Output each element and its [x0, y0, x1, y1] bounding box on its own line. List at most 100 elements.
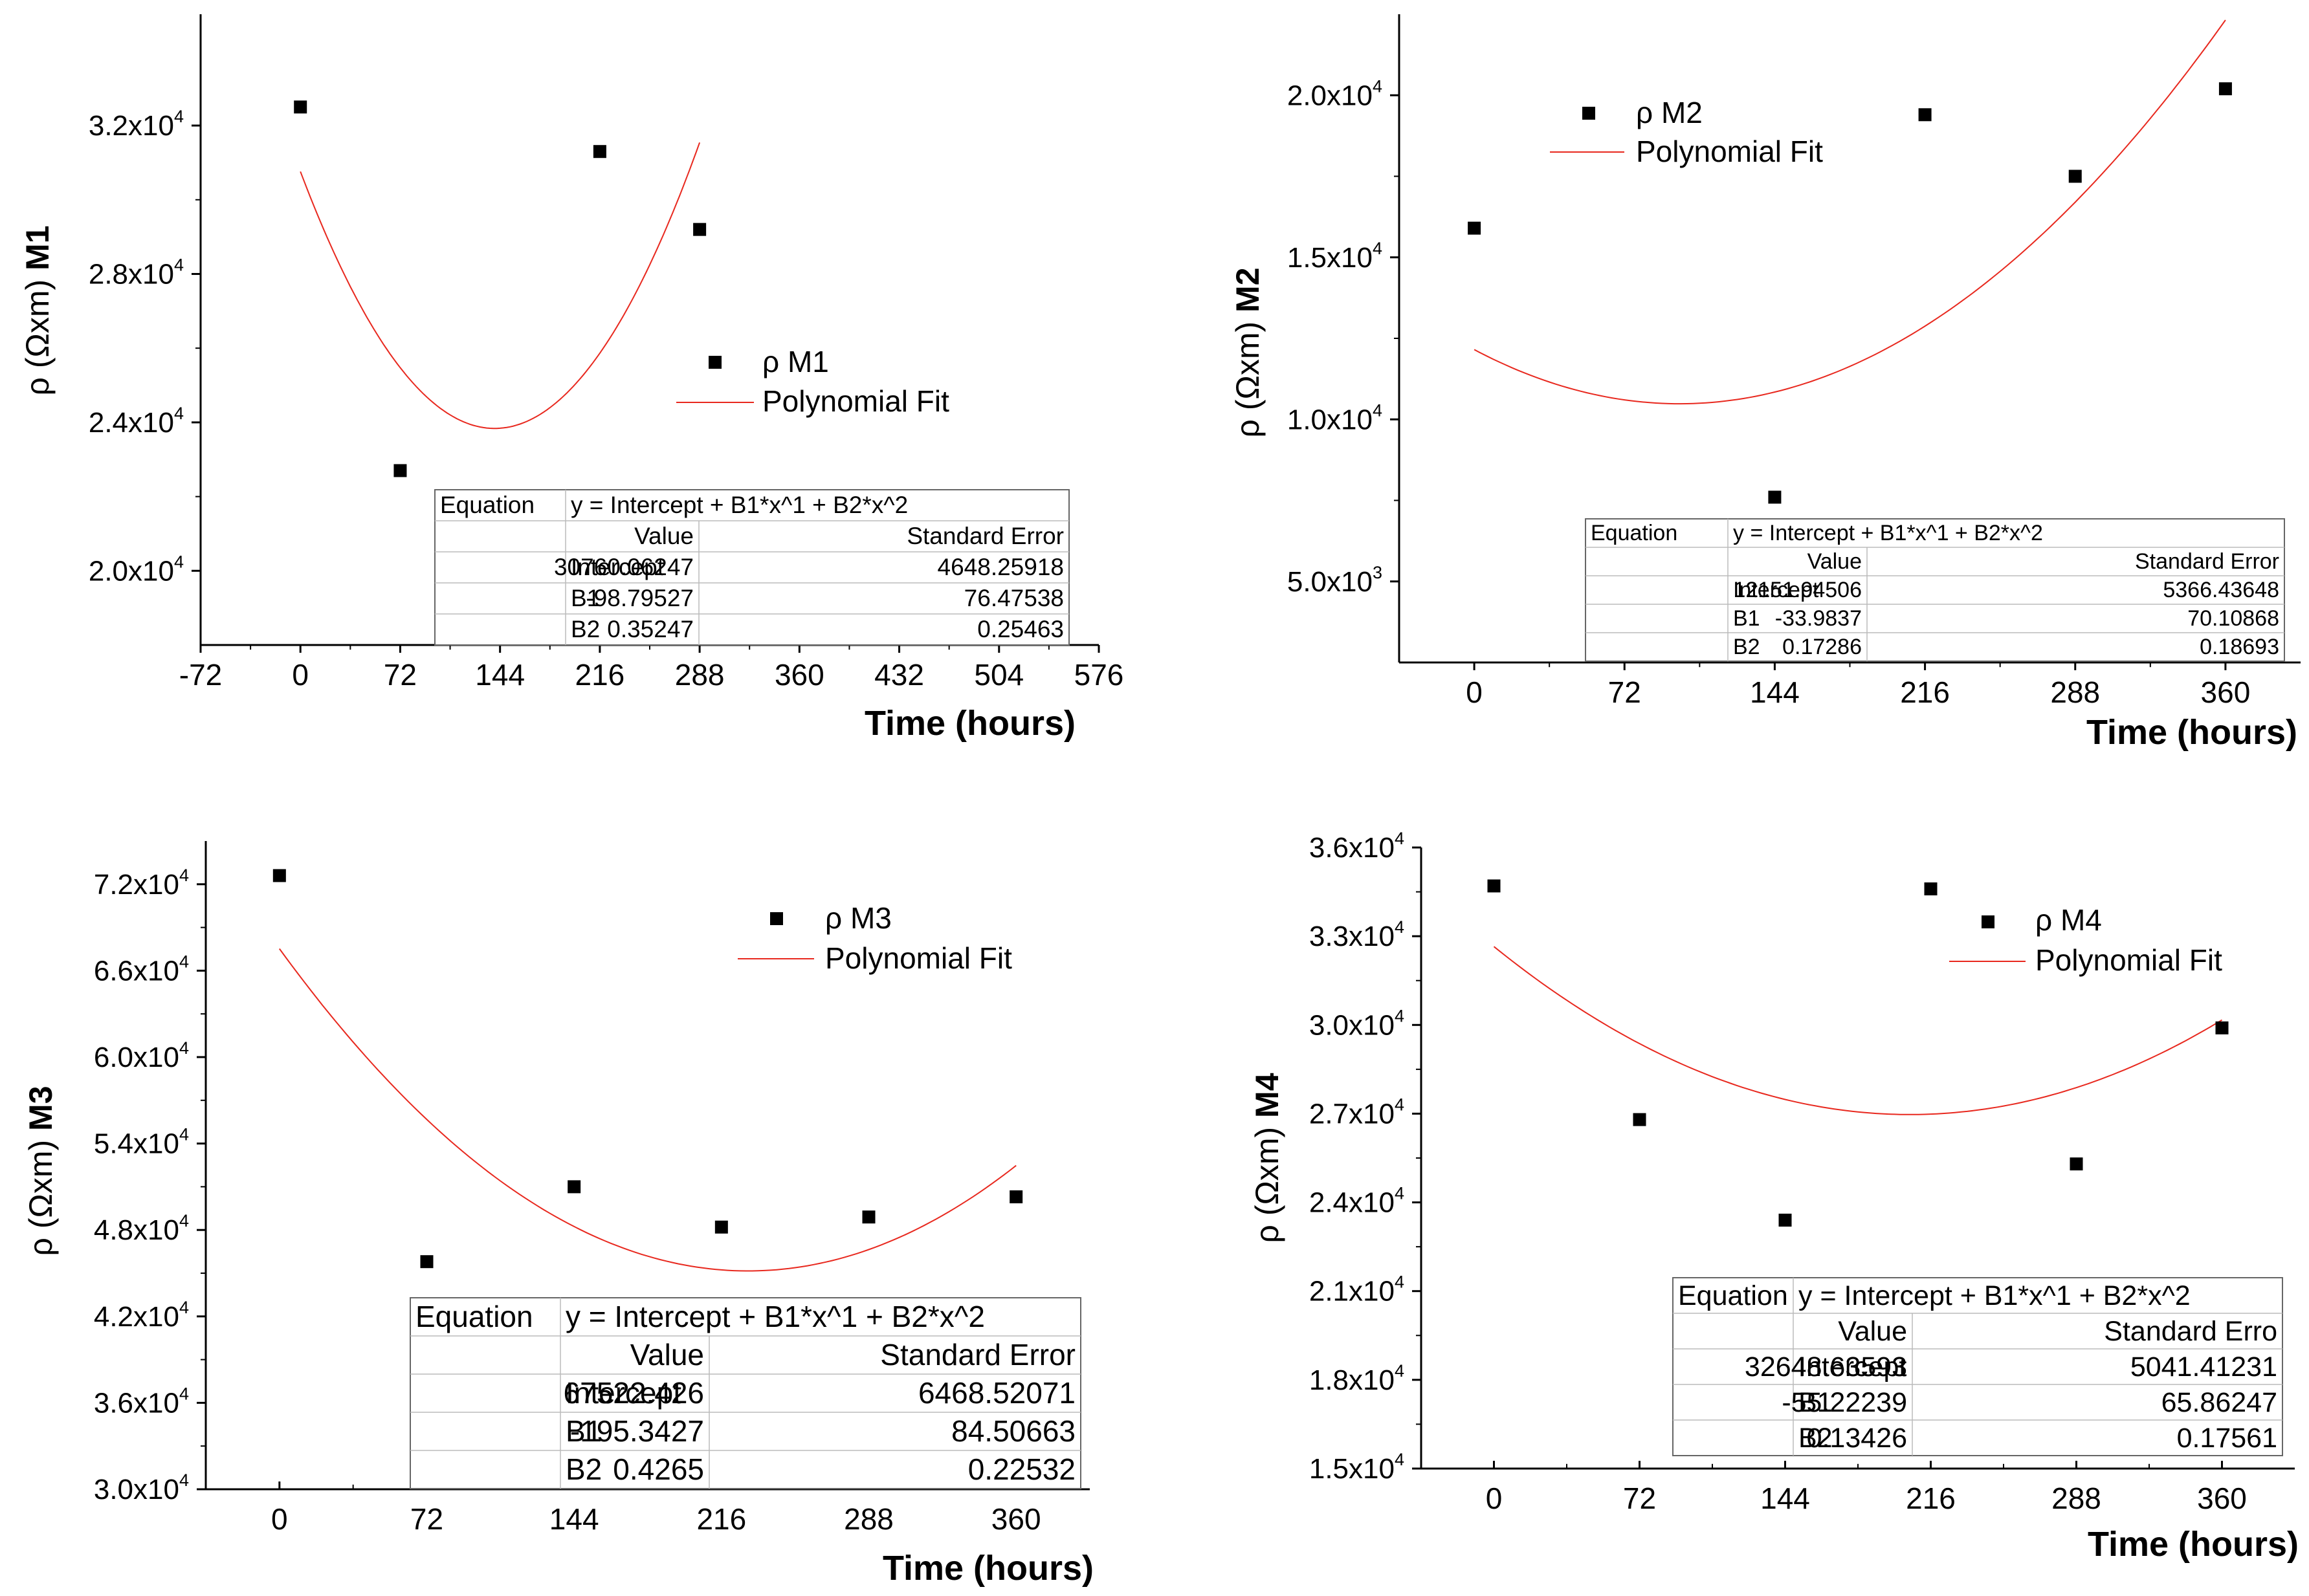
table-equation: y = Intercept + B1*x^1 + B2*x^2 — [571, 492, 908, 518]
x-axis-label: Time (hours) — [865, 704, 1076, 743]
legend-marker — [1982, 915, 1994, 928]
table-param-value: 0.13426 — [1807, 1423, 1907, 1454]
y-tick-label: 3.3x104 — [1309, 917, 1404, 952]
x-tick-label: 72 — [384, 658, 417, 692]
x-tick-label: 0 — [1486, 1481, 1503, 1515]
fit-parameter-table: Equation y = Intercept + B1*x^1 + B2*x^2 V… — [1585, 518, 2285, 662]
table-param-error: 6468.52071 — [918, 1376, 1076, 1410]
table-param-error: 0.17561 — [2177, 1423, 2277, 1454]
y-axis-label: ρ (Ωxm) M4 — [1249, 1073, 1285, 1243]
x-tick-label: 216 — [1906, 1481, 1956, 1515]
polynomial-fit-line — [1493, 946, 2223, 1115]
data-point — [1768, 490, 1782, 504]
panel-m1: -72 0 72 144 216 288 360 432 504 576 2.0x104 2.4x10… — [19, 14, 1123, 743]
table-equation: y = Intercept + B1*x^1 + B2*x^2 — [566, 1300, 985, 1333]
y-axis-label: ρ (Ωxm) M1 — [19, 225, 56, 395]
polynomial-fit-line — [300, 142, 701, 430]
y-tick-label: 2.0x104 — [1287, 76, 1382, 111]
x-tick-label: 72 — [1608, 675, 1641, 709]
x-tick-label: 216 — [575, 658, 625, 692]
data-point — [2215, 1021, 2229, 1034]
table-param-value: 0.4265 — [613, 1452, 704, 1486]
x-tick-label: 360 — [2197, 1481, 2247, 1515]
table-value-header: Value — [630, 1338, 704, 1372]
y-tick-label: 2.4x104 — [89, 404, 184, 439]
data-point — [568, 1180, 581, 1194]
table-param-value: 12151.94506 — [1733, 578, 1862, 602]
x-tick-label: 144 — [1750, 675, 1800, 709]
data-point — [714, 1220, 728, 1234]
table-value-header: Value — [1807, 549, 1862, 574]
table-param-name: B1 — [571, 585, 600, 611]
table-error-header: Standard Error — [880, 1338, 1076, 1372]
data-point — [1010, 1190, 1023, 1203]
table-param-error: 65.86247 — [2161, 1387, 2277, 1418]
table-frame — [410, 1297, 1081, 1489]
table-param-error: 5041.41231 — [2130, 1351, 2277, 1383]
y-tick-label: 2.0x104 — [89, 552, 184, 587]
data-point — [1918, 108, 1932, 122]
table-param-error: 0.22532 — [968, 1452, 1076, 1486]
table-equation-label: Equation — [415, 1300, 533, 1333]
legend-label-fit: Polynomial Fit — [825, 941, 1012, 975]
table-param-value: 30760.06247 — [554, 554, 694, 580]
table-param-error: 84.50663 — [951, 1414, 1076, 1448]
legend-label-fit: Polynomial Fit — [1636, 135, 1823, 168]
y-tick-label: 4.2x104 — [94, 1298, 189, 1333]
x-tick-label: 72 — [1623, 1481, 1656, 1515]
data-point — [1487, 879, 1501, 893]
data-point — [693, 223, 707, 236]
x-tick-label: 360 — [775, 658, 824, 692]
table-param-name: Intercept — [1733, 578, 1819, 602]
table-error-header: Standard Erro — [2104, 1316, 2277, 1347]
legend-label-points: ρ M2 — [1636, 96, 1703, 129]
table-param-value: -98.79527 — [586, 585, 694, 611]
data-point — [1468, 221, 1481, 235]
data-point — [2070, 1157, 2083, 1171]
table-frame — [434, 489, 1070, 646]
table-param-name: B2 — [566, 1452, 602, 1486]
legend-marker — [1582, 107, 1595, 120]
table-param-name: B1 — [1798, 1387, 1833, 1418]
table-param-name: Intercept — [571, 554, 665, 580]
table-param-name: B2 — [571, 616, 600, 642]
table-param-value: 67522.426 — [564, 1376, 704, 1410]
x-tick-label: 216 — [1900, 675, 1950, 709]
table-param-error: 76.47538 — [964, 585, 1064, 611]
table-param-value: 0.17286 — [1782, 635, 1862, 659]
x-tick-label: 144 — [549, 1502, 599, 1536]
table-param-name: B2 — [1733, 635, 1760, 659]
table-param-error: 5366.43648 — [2163, 578, 2279, 602]
x-tick-label: 0 — [292, 658, 309, 692]
data-point — [593, 145, 606, 159]
table-equation: y = Intercept + B1*x^1 + B2*x^2 — [1798, 1280, 2191, 1311]
y-axis-label: ρ (Ωxm) M3 — [23, 1086, 59, 1256]
panel-m4: 0 72 144 216 288 360 1.5x104 1.8x104 2.1x104 2.4x… — [1249, 829, 2299, 1564]
table-param-error: 0.18693 — [2200, 635, 2279, 659]
table-frame — [1672, 1277, 2283, 1456]
x-tick-label: 72 — [410, 1502, 443, 1536]
table-equation-label: Equation — [1591, 521, 1677, 545]
x-tick-label: 504 — [974, 658, 1024, 692]
data-point — [294, 100, 307, 114]
table-equation: y = Intercept + B1*x^1 + B2*x^2 — [1733, 521, 2043, 545]
table-equation-label: Equation — [440, 492, 535, 518]
x-tick-label: 288 — [2051, 1481, 2101, 1515]
x-tick-label: 432 — [874, 658, 924, 692]
x-tick-label: 0 — [1466, 675, 1483, 709]
table-param-value: -55.22239 — [1782, 1387, 1907, 1418]
y-tick-label: 3.6x104 — [1309, 829, 1404, 864]
table-equation-label: Equation — [1678, 1280, 1788, 1311]
table-error-header: Standard Error — [2135, 549, 2279, 574]
y-tick-label: 5.4x104 — [94, 1125, 189, 1160]
table-frame — [1585, 518, 2285, 662]
fit-parameter-table: Equation y = Intercept + B1*x^1 + B2*x^2 V… — [410, 1297, 1081, 1489]
x-tick-label: 288 — [844, 1502, 894, 1536]
y-tick-label: 4.8x104 — [94, 1211, 189, 1246]
y-tick-label: 6.0x104 — [94, 1038, 189, 1073]
x-tick-label: 0 — [271, 1502, 288, 1536]
fit-parameter-table: Equation y = Intercept + B1*x^1 + B2*x^2 V… — [1672, 1277, 2283, 1456]
y-tick-label: 2.4x104 — [1309, 1184, 1404, 1219]
table-value-header: Value — [634, 523, 694, 549]
